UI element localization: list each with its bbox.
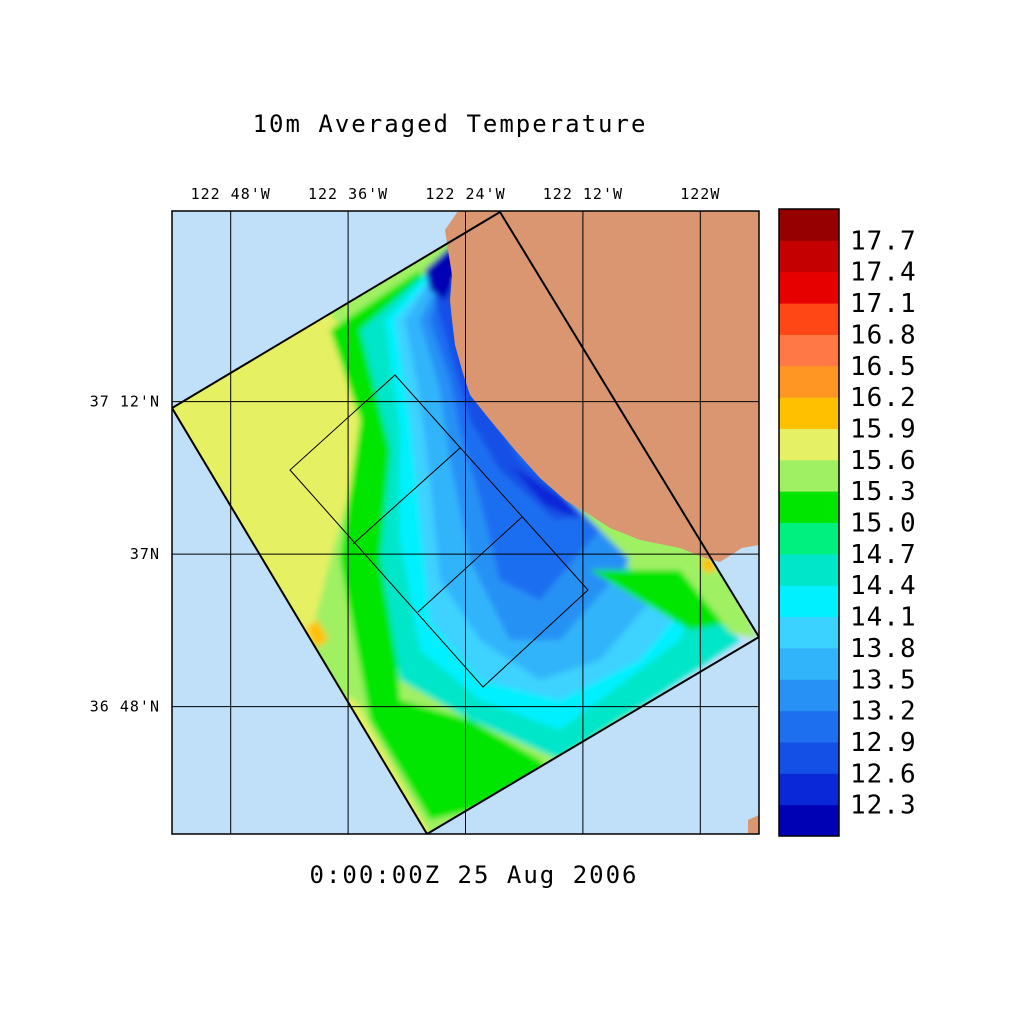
analysis-box-divider-2 <box>417 516 523 613</box>
colorbar-label: 17.1 <box>850 289 917 319</box>
colorbar-swatch <box>779 428 839 461</box>
longitude-tick-label: 122 36'W <box>308 185 388 203</box>
colorbar-label: 17.4 <box>850 258 917 288</box>
colorbar-swatch <box>779 647 839 680</box>
colorbar-label: 16.5 <box>850 352 917 382</box>
land-mass <box>445 211 759 562</box>
colorbar-label: 16.8 <box>850 320 917 350</box>
field-band-12-6-east <box>510 465 580 520</box>
colorbar-label: 14.7 <box>850 540 917 570</box>
longitude-tick-label: 122W <box>680 185 720 203</box>
colorbar-label: 15.0 <box>850 509 917 539</box>
colorbar-label: 16.2 <box>850 383 917 413</box>
field-warm-patch <box>306 620 328 648</box>
colorbar-swatch <box>779 334 839 367</box>
latitude-tick-label: 37N <box>130 545 160 563</box>
colorbar-swatch <box>779 679 839 712</box>
colorbar-label: 15.6 <box>850 446 917 476</box>
map-graticule <box>172 211 759 834</box>
map-panel <box>172 211 759 834</box>
colorbar-label: 13.2 <box>850 697 917 727</box>
longitude-tick-labels: 122 48'W 122 36'W 122 24'W 122 12'W 122W <box>191 185 720 203</box>
colorbar-swatch <box>779 616 839 649</box>
latitude-tick-label: 37 12'N <box>90 393 160 411</box>
colorbar-swatch <box>779 553 839 586</box>
colorbar-label: 17.7 <box>850 226 917 256</box>
colorbar-swatch <box>779 804 839 837</box>
colorbar-swatch <box>779 773 839 806</box>
colorbar-label: 13.8 <box>850 634 917 664</box>
latitude-tick-labels: 37 12'N 37N 36 48'N <box>90 393 160 716</box>
colorbar: 17.717.417.116.816.516.215.915.615.315.0… <box>778 208 917 837</box>
latitude-tick-label: 36 48'N <box>90 698 160 716</box>
colorbar-frame <box>778 208 840 837</box>
analysis-box-divider-1 <box>352 447 461 545</box>
model-domain-outline <box>172 211 759 834</box>
colorbar-label: 14.4 <box>850 571 917 601</box>
map-frame <box>171 210 760 835</box>
colorbar-swatch <box>779 303 839 335</box>
colorbar-swatch <box>779 585 839 618</box>
colorbar-swatch <box>779 365 839 398</box>
colorbar-swatch <box>779 710 839 743</box>
colorbar-label: 15.9 <box>850 414 917 444</box>
colorbar-label: 14.1 <box>850 603 917 633</box>
colorbar-swatch <box>779 491 839 523</box>
colorbar-label: 15.3 <box>850 477 917 507</box>
longitude-tick-label: 122 24'W <box>425 185 505 203</box>
colorbar-label: 12.6 <box>850 759 917 789</box>
longitude-tick-label: 122 12'W <box>543 185 623 203</box>
analysis-box-outline <box>289 374 589 688</box>
colorbar-label: 12.3 <box>850 791 917 821</box>
map-timestamp: 0:00:00Z 25 Aug 2006 <box>310 861 639 889</box>
field-band-15-3-east <box>680 560 758 638</box>
colorbar-swatch <box>779 271 839 304</box>
colorbar-label: 12.9 <box>850 728 917 758</box>
colorbar-swatch <box>779 459 839 492</box>
colorbar-swatch <box>779 240 839 273</box>
colorbar-swatch <box>779 397 839 429</box>
map-title: 10m Averaged Temperature <box>253 110 648 138</box>
colorbar-label: 13.5 <box>850 665 917 695</box>
land-mass-south <box>748 815 759 834</box>
colorbar-swatch <box>779 741 839 774</box>
longitude-tick-label: 122 48'W <box>191 185 271 203</box>
colorbar-swatch <box>779 209 839 241</box>
colorbar-swatch <box>779 522 839 555</box>
